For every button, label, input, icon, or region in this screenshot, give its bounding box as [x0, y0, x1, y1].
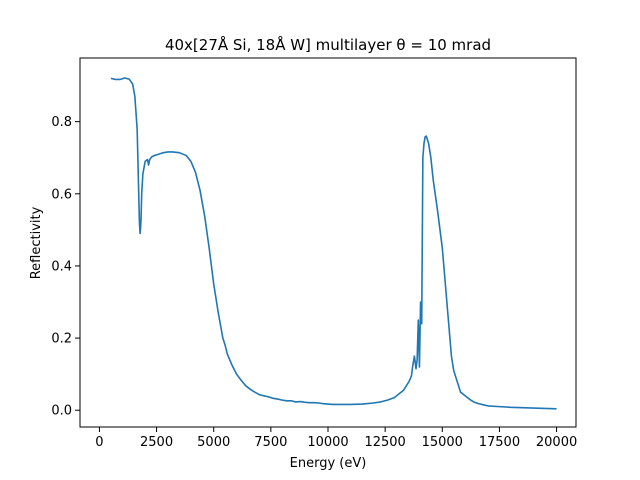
x-tick-label: 12500 — [364, 435, 405, 450]
x-axis-label: Energy (eV) — [290, 456, 367, 471]
chart-title: 40x[27Å Si, 18Å W] multilayer θ = 10 mra… — [165, 35, 491, 54]
x-tick-label: 7500 — [254, 435, 287, 450]
reflectivity-series-line — [110, 77, 557, 410]
x-tick-label: 17500 — [479, 435, 520, 450]
x-tick-label: 15000 — [422, 435, 463, 450]
y-tick-label: 0.0 — [51, 404, 72, 419]
y-tick-label: 0.8 — [51, 115, 72, 130]
y-tick-label: 0.4 — [51, 259, 72, 274]
y-tick-label: 0.2 — [51, 332, 72, 347]
x-tick-label: 0 — [95, 435, 103, 450]
x-tick-label: 10000 — [307, 435, 348, 450]
y-tick-label: 0.6 — [51, 187, 72, 202]
plot-area — [110, 77, 557, 410]
axes-frame — [79, 57, 577, 428]
y-axis-label: Reflectivity — [29, 206, 44, 279]
x-axis-ticks: 0 2500 5000 7500 10000 12500 15000 17500 20000 — [95, 427, 577, 450]
x-tick-label: 20000 — [536, 435, 577, 450]
x-tick-label: 2500 — [140, 435, 173, 450]
x-tick-label: 5000 — [197, 435, 230, 450]
y-axis-ticks: 0.0 0.2 0.4 0.6 0.8 — [51, 115, 80, 419]
